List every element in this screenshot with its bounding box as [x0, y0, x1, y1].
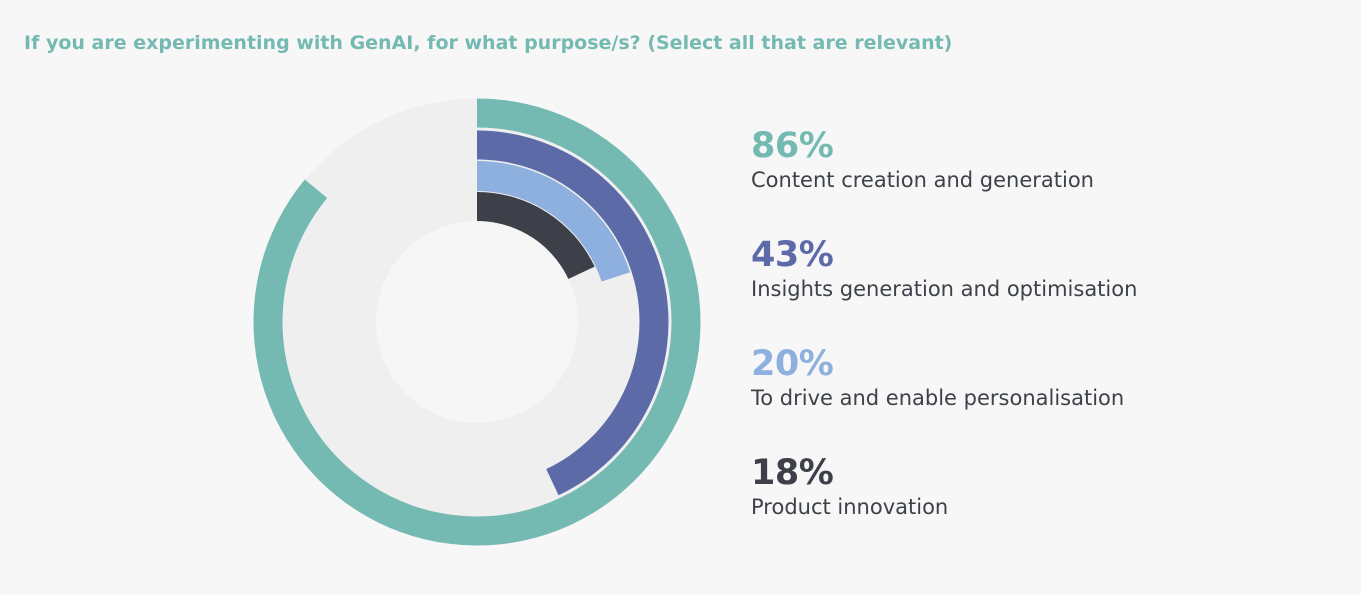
ring-bar-3 — [477, 161, 631, 282]
legend-value: 20% — [751, 344, 834, 384]
legend-label: Insights generation and optimisation — [751, 277, 1138, 301]
legend-item-insights-generation: 43% Insights generation and optimisation — [751, 229, 1271, 338]
ring-bar-2 — [477, 130, 669, 496]
legend-label: Content creation and generation — [751, 168, 1094, 192]
legend-item-product-innovation: 18% Product innovation — [751, 447, 1271, 556]
legend-item-personalisation: 20% To drive and enable personalisation — [751, 338, 1271, 447]
legend-item-content-creation: 86% Content creation and generation — [751, 120, 1271, 229]
chart-center-hole — [376, 221, 578, 423]
legend-label: To drive and enable personalisation — [751, 386, 1125, 410]
chart-legend: 86% Content creation and generation 43% … — [751, 120, 1271, 556]
legend-value: 86% — [751, 126, 834, 166]
chart-title: If you are experimenting with GenAI, for… — [24, 32, 953, 54]
legend-value: 18% — [751, 453, 834, 493]
ring-bar-4 — [477, 192, 595, 280]
legend-label: Product innovation — [751, 495, 949, 519]
legend-value: 43% — [751, 235, 834, 275]
